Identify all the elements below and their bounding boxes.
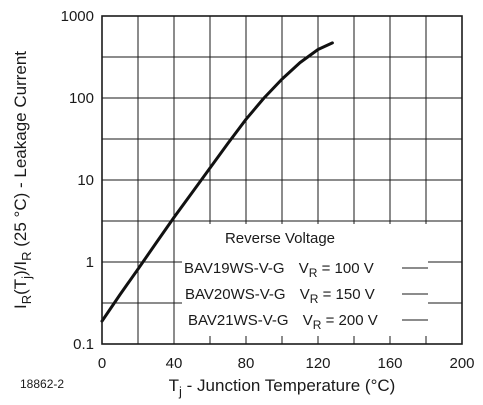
y-axis-title: IR(Tj)/IR (25 °C) - Leakage Current: [11, 51, 34, 309]
x-tick-label: 160: [377, 355, 402, 372]
legend-entry-3: BAV21WS-V-G VR = 200 V: [188, 312, 378, 332]
x-axis-title: Tj - Junction Temperature (°C): [169, 376, 396, 399]
series-layer: [100, 41, 334, 323]
x-tick-label: 200: [449, 355, 474, 372]
y-tick-label: 1: [86, 254, 94, 271]
x-tick-label: 40: [166, 355, 183, 372]
legend-entry-1: BAV19WS-V-G VR = 100 V: [184, 260, 374, 280]
y-tick-label: 1000: [61, 8, 94, 25]
series-line-1: [100, 41, 334, 323]
y-tick-label: 10: [77, 172, 94, 189]
y-tick-label: 100: [69, 90, 94, 107]
plot-frame: [101, 15, 463, 345]
y-tick-label: 0.1: [73, 336, 94, 353]
figure-id: 18862-2: [20, 377, 64, 391]
y-tick-labels: 0.1 1 10 100 1000: [61, 8, 94, 353]
x-tick-label: 120: [305, 355, 330, 372]
legend-entry-2: BAV20WS-V-G VR = 150 V: [185, 286, 375, 306]
x-tick-label: 80: [238, 355, 255, 372]
legend-title: Reverse Voltage: [225, 230, 335, 247]
legend-leader-lines: [402, 267, 428, 321]
legend-background: [182, 224, 428, 336]
x-tick-labels: 0 40 80 120 160 200: [98, 355, 475, 372]
x-tick-label: 0: [98, 355, 106, 372]
